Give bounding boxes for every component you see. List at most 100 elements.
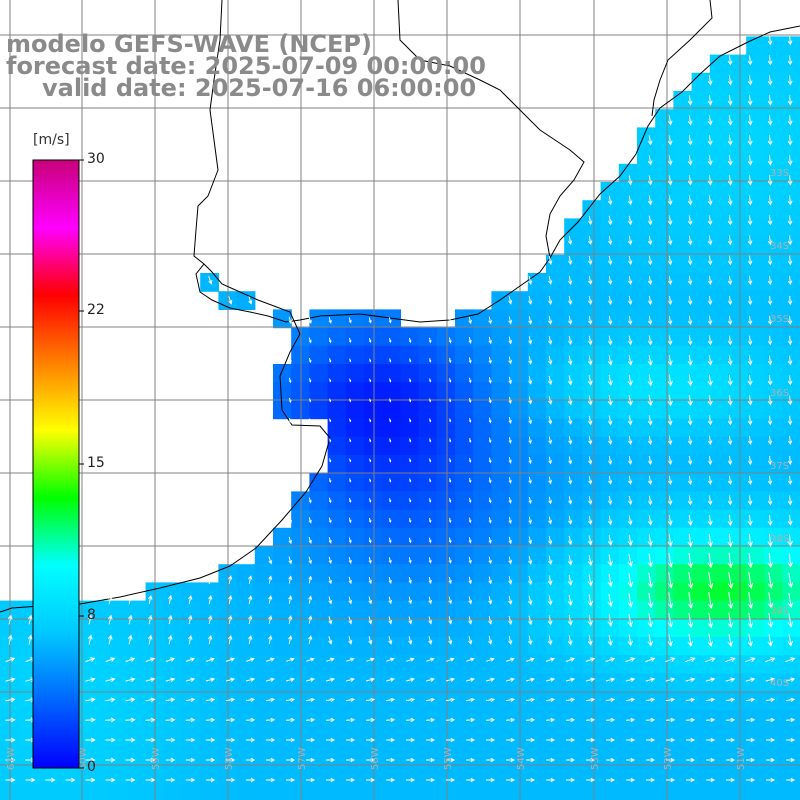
wind-arrow xyxy=(528,296,533,305)
wind-speed-cell xyxy=(345,436,365,456)
wind-arrow xyxy=(425,717,436,723)
wind-speed-cell xyxy=(491,691,511,711)
wind-arrow xyxy=(767,95,773,106)
wind-speed-cell xyxy=(382,764,401,784)
wind-arrow xyxy=(105,777,116,783)
wind-arrow xyxy=(386,657,395,662)
wind-speed-cell xyxy=(200,728,219,747)
wind-arrow xyxy=(666,757,676,763)
wind-speed-cell xyxy=(764,418,784,438)
wind-speed-cell xyxy=(564,527,583,547)
wind-arrow xyxy=(785,677,796,682)
wind-speed-cell xyxy=(637,273,656,292)
wind-speed-cell xyxy=(782,709,800,729)
wind-arrow xyxy=(787,572,794,589)
wind-arrow xyxy=(486,777,496,783)
wind-speed-cell xyxy=(618,782,638,800)
wind-arrow xyxy=(288,316,292,325)
wind-arrow xyxy=(508,556,513,565)
wind-speed-cell xyxy=(418,546,438,565)
wind-arrow xyxy=(727,552,734,569)
wind-speed-cell xyxy=(691,455,711,474)
wind-arrow xyxy=(506,737,516,743)
wind-arrow xyxy=(606,777,616,783)
wind-arrow xyxy=(105,757,116,763)
wind-arrow xyxy=(328,636,333,645)
wind-arrow xyxy=(468,397,472,403)
wind-speed-cell xyxy=(491,655,511,674)
wind-arrow xyxy=(707,175,713,186)
wind-speed-cell xyxy=(418,382,438,401)
wind-speed-cell xyxy=(673,254,693,274)
wind-speed-cell xyxy=(618,600,638,620)
wind-speed-cell xyxy=(418,582,438,602)
wind-speed-cell xyxy=(546,436,565,456)
wind-speed-cell xyxy=(473,382,492,401)
wind-speed-cell xyxy=(455,546,474,565)
wind-speed-cell xyxy=(527,382,547,401)
wind-speed-cell xyxy=(546,509,565,529)
wind-arrow xyxy=(368,636,373,645)
wind-speed-cell xyxy=(491,527,511,547)
wind-speed-cell xyxy=(564,600,583,620)
wind-arrow xyxy=(747,235,753,246)
wind-arrow xyxy=(725,657,736,663)
wind-speed-cell xyxy=(527,582,547,602)
wind-speed-cell xyxy=(709,273,729,292)
wind-arrow xyxy=(306,737,316,743)
wind-speed-cell xyxy=(327,546,347,565)
wind-speed-cell xyxy=(746,782,765,800)
wind-speed-cell xyxy=(473,364,492,383)
wind-arrow xyxy=(707,155,713,166)
wind-arrow xyxy=(429,418,432,423)
wind-speed-cell xyxy=(254,709,274,729)
wind-arrow xyxy=(747,215,753,226)
wind-speed-cell xyxy=(163,637,183,656)
wind-speed-cell xyxy=(764,345,784,365)
wind-arrow xyxy=(568,496,573,505)
wind-speed-cell xyxy=(709,327,729,347)
wind-speed-cell xyxy=(673,673,693,693)
wind-speed-cell xyxy=(728,273,747,292)
wind-speed-cell xyxy=(691,127,711,147)
wind-arrow xyxy=(767,455,773,466)
wind-speed-cell xyxy=(746,491,765,511)
wind-arrow xyxy=(567,395,573,406)
wind-arrow xyxy=(388,636,393,645)
wind-speed-cell xyxy=(746,145,765,165)
wind-arrow xyxy=(188,614,193,625)
wind-arrow xyxy=(747,395,753,406)
wind-speed-cell xyxy=(455,436,474,456)
wind-speed-cell xyxy=(109,746,128,765)
wind-speed-cell xyxy=(473,509,492,529)
wind-speed-cell xyxy=(418,709,438,729)
wind-arrow xyxy=(587,355,593,366)
wind-arrow xyxy=(107,594,113,605)
wind-speed-cell xyxy=(709,546,729,565)
wind-speed-cell xyxy=(764,618,784,638)
wind-arrow xyxy=(767,75,773,86)
wind-speed-cell xyxy=(691,709,711,729)
wind-speed-cell xyxy=(709,418,729,438)
wind-arrow xyxy=(87,634,93,645)
wind-arrow xyxy=(586,737,596,743)
wind-arrow xyxy=(205,757,216,763)
wind-arrow xyxy=(528,476,532,485)
wind-arrow xyxy=(428,636,433,645)
wind-speed-cell xyxy=(764,200,784,219)
wind-arrow xyxy=(585,677,596,682)
wind-speed-cell xyxy=(618,509,638,529)
wind-arrow xyxy=(568,335,573,346)
wind-arrow xyxy=(746,737,756,743)
wind-speed-cell xyxy=(764,455,784,474)
wind-arrow xyxy=(787,115,793,126)
wind-speed-cell xyxy=(764,546,784,565)
wind-speed-cell xyxy=(163,673,183,693)
wind-speed-cell xyxy=(527,364,547,383)
wind-speed-cell xyxy=(746,564,765,583)
wind-arrow xyxy=(328,616,333,625)
wind-speed-cell xyxy=(400,691,420,711)
wind-speed-cell xyxy=(309,618,329,638)
wind-arrow xyxy=(246,657,255,662)
